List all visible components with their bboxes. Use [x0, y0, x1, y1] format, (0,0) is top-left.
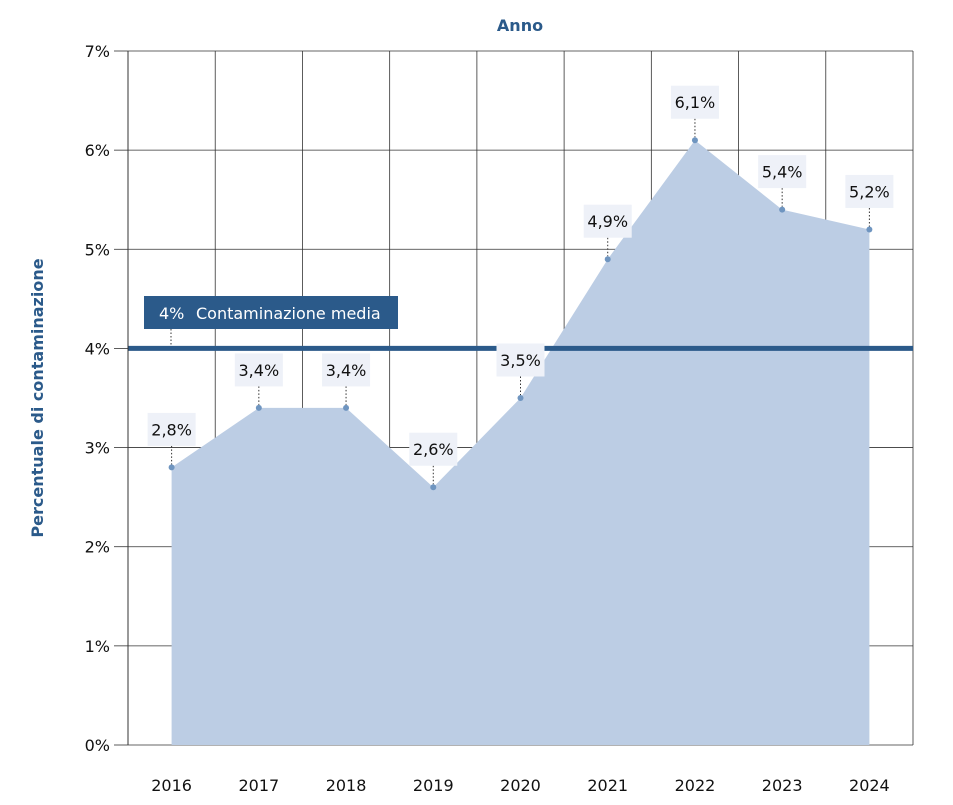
y-tick-label: 0%: [85, 736, 110, 755]
data-point: [866, 226, 873, 233]
y-tick-label: 5%: [85, 240, 110, 259]
x-tick-label: 2020: [500, 776, 541, 795]
data-label-box: [583, 204, 632, 238]
data-label: 3,5%: [500, 351, 541, 370]
data-points: 2,8% 3,4% 3,4% 2,6% 3,5% 4,9% 6,1% 5,4% 5,2%: [147, 85, 894, 491]
data-point: [168, 464, 175, 471]
x-tick-label: 2023: [762, 776, 803, 795]
data-point: [517, 395, 524, 401]
data-label-box: [670, 85, 719, 119]
y-tick-label: 4%: [85, 339, 110, 358]
data-label: 5,2%: [849, 182, 890, 201]
y-tick-label: 7%: [85, 42, 110, 61]
x-tick-label: 2016: [151, 776, 192, 795]
reference-label-box: [144, 296, 398, 329]
data-label: 3,4%: [239, 361, 280, 380]
data-point: [343, 404, 350, 411]
x-tick-label: 2021: [587, 776, 628, 795]
data-point: [691, 137, 698, 144]
area-layer: [171, 140, 870, 745]
data-point: [430, 484, 437, 491]
data-label: 2,6%: [413, 440, 454, 459]
data-label-box: [234, 353, 283, 387]
x-tick-label: 2018: [326, 776, 367, 795]
data-label-box: [409, 432, 458, 466]
x-tick-label: 2022: [675, 776, 716, 795]
data-label: 2,8%: [151, 420, 192, 439]
data-point: [255, 404, 262, 411]
data-label: 4,9%: [587, 212, 628, 231]
data-label-box: [496, 343, 545, 377]
x-tick-label: 2017: [238, 776, 279, 795]
data-point: [604, 256, 611, 263]
data-label-box: [845, 174, 894, 208]
y-tick-label: 2%: [85, 538, 110, 557]
reference-line-group: 4% Contaminazione media: [128, 296, 913, 351]
x-tick-label: 2024: [849, 776, 890, 795]
area-fill: [171, 140, 870, 745]
y-axis-title: Percentuale di contaminazione: [28, 258, 47, 537]
reference-value-label: 4%: [159, 304, 184, 323]
data-label-box: [147, 412, 196, 446]
y-tick-label: 6%: [85, 141, 110, 160]
data-point: [779, 206, 786, 213]
data-label: 3,4%: [326, 361, 367, 380]
data-label-box: [758, 155, 807, 189]
x-tick-label: 2019: [413, 776, 454, 795]
data-label: 5,4%: [762, 163, 803, 182]
reference-label: Contaminazione media: [196, 304, 381, 323]
data-label-box: [322, 353, 371, 387]
chart-title: Anno: [497, 16, 543, 35]
axes: 0% 1% 2% 3% 4% 5% 6% 7% 2016 2017 2018 2019 2020 2021…: [85, 42, 890, 795]
y-tick-label: 1%: [85, 637, 110, 656]
data-label: 6,1%: [675, 93, 716, 112]
y-tick-label: 3%: [85, 439, 110, 458]
